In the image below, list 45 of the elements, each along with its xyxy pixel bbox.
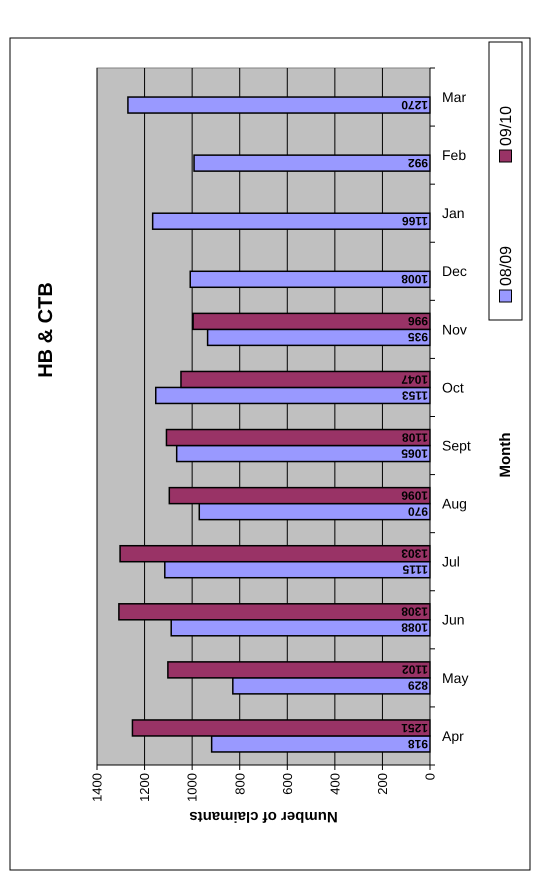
data-label: 1047 [400,372,428,386]
x-tick-label: 400 [327,773,342,795]
y-tick-label: Aug [442,496,467,512]
x-tick-label: 200 [374,773,390,795]
x-axis-title: Number of claimants [189,808,338,825]
y-tick-label: Apr [442,728,464,744]
y-tick-label: Jul [442,554,460,570]
text: 08/09 [498,246,516,286]
data-label: 1008 [400,272,428,286]
data-label: 1065 [400,446,428,460]
data-label: 1153 [402,388,428,402]
data-label: 918 [408,736,428,751]
data-label: 1096 [400,488,428,502]
y-tick-label: Sept [442,437,471,454]
y-tick-label: Oct [442,379,464,396]
data-label: 970 [408,504,428,518]
y-tick-label: Jun [442,612,465,628]
y-tick-label: Feb [442,147,466,164]
x-tick-label: 1400 [90,773,105,802]
data-label: 1166 [402,214,428,228]
x-tick-label: 1000 [184,773,200,802]
data-label: 1108 [402,430,428,444]
data-label: 1251 [400,720,428,735]
data-label: 1308 [400,604,428,619]
text: 09/10 [498,106,516,146]
data-label: 996 [408,314,428,328]
data-label: 992 [408,156,428,170]
data-label: 1088 [400,620,428,635]
y-tick-label: Nov [442,321,467,338]
y-tick-label: Jan [442,205,465,222]
data-label: 1102 [402,662,428,677]
x-tick-label: 600 [280,773,295,795]
data-label: 1270 [400,98,428,112]
data-label: 1115 [402,562,428,577]
x-tick-label: 800 [232,773,248,795]
x-tick-label: 0 [422,773,438,780]
x-tick-label: 1200 [137,773,152,802]
y-tick-label: Dec [442,263,467,280]
data-label: 935 [408,330,428,344]
y-tick-label: May [442,670,468,686]
y-axis-title: Month [497,432,514,478]
y-tick-label: Mar [442,88,466,105]
text: HB & CTB [35,282,57,378]
data-label: 1303 [400,546,428,561]
data-label: 829 [408,678,428,693]
